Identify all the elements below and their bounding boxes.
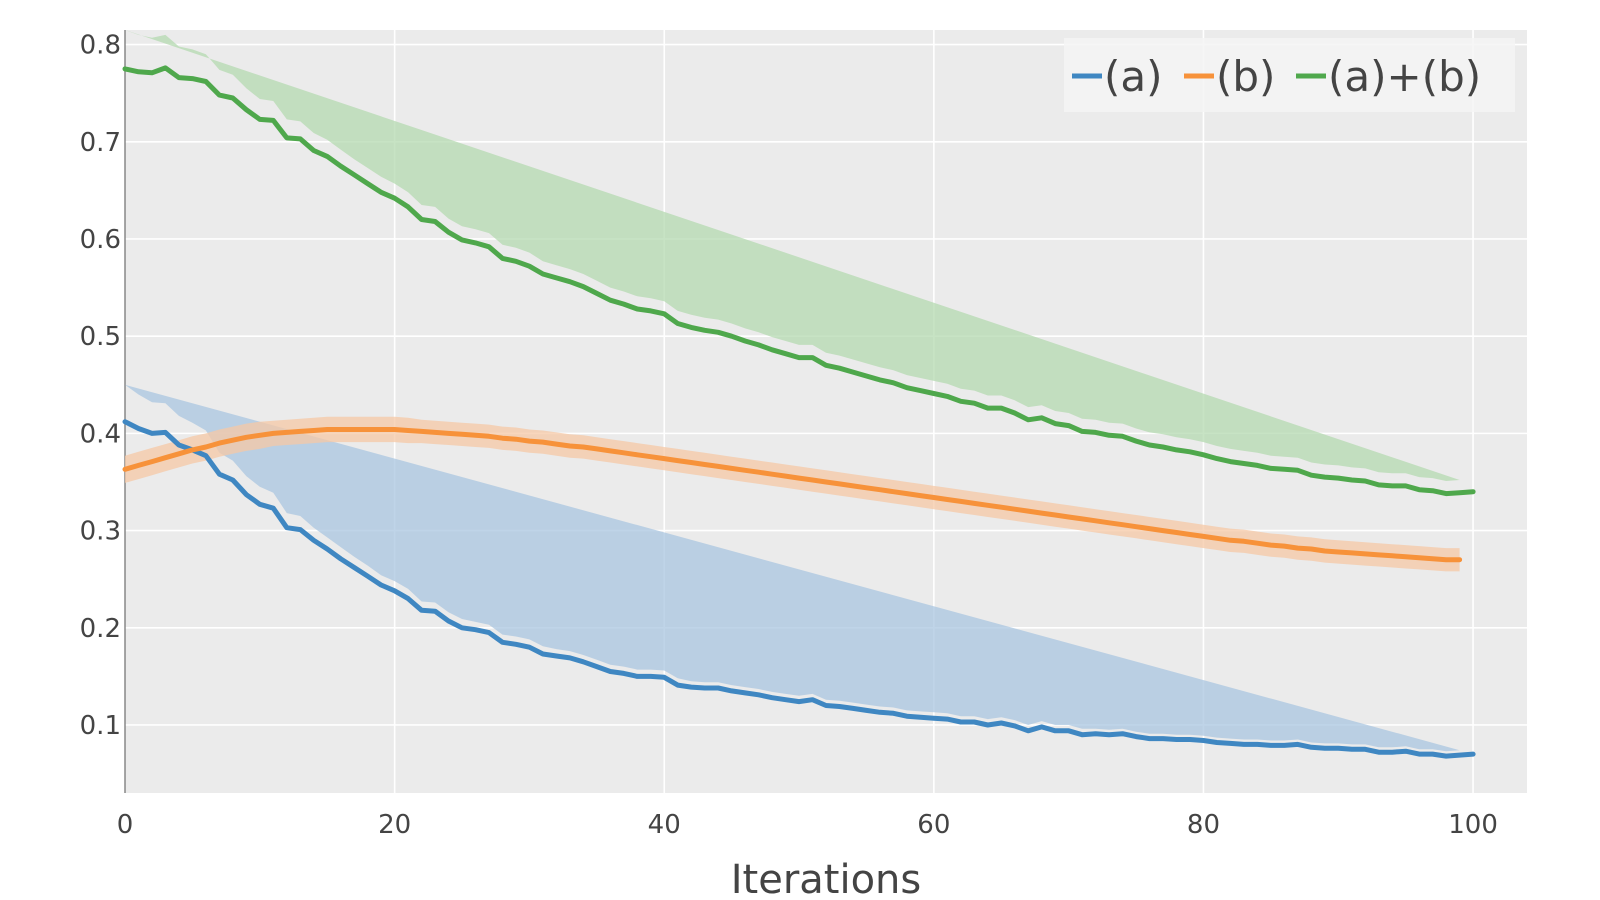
band-series-2 (125, 416, 1460, 572)
band-series-3 (125, 30, 1460, 481)
x-tick-label: 20 (378, 810, 411, 840)
x-axis-title: Iterations (731, 857, 922, 900)
x-tick-label: 60 (917, 810, 950, 840)
legend-item-1[interactable]: (a) (1072, 52, 1163, 101)
line-series-2 (122, 427, 1463, 563)
x-tick-label: 80 (1187, 810, 1220, 840)
x-tick-label: 100 (1448, 810, 1498, 840)
confidence-bands (125, 30, 1460, 752)
y-tick-label: 0.4 (80, 419, 121, 449)
legend-label: (a) (1104, 52, 1163, 101)
legend[interactable]: (a) (b) (a)+(b) (1064, 38, 1515, 112)
y-tick-label: 0.1 (80, 711, 121, 741)
y-tick-label: 0.3 (80, 517, 121, 547)
y-tick-label: 0.7 (80, 128, 121, 158)
legend-label: (b) (1216, 52, 1275, 101)
y-tick-labels: 0.1 0.2 0.3 0.4 0.5 0.6 0.7 0.8 (80, 31, 121, 741)
x-tick-labels: 0 20 40 60 80 100 (117, 810, 1498, 840)
x-tick-label: 40 (648, 810, 681, 840)
legend-background (1064, 38, 1515, 112)
line-series-3 (122, 65, 1476, 497)
legend-item-2[interactable]: (b) (1184, 52, 1275, 101)
legend-item-3[interactable]: (a)+(b) (1296, 52, 1481, 101)
y-tick-label: 0.8 (80, 31, 121, 61)
line-series-1 (122, 419, 1476, 759)
legend-label: (a)+(b) (1328, 52, 1481, 101)
band-series-1 (125, 384, 1460, 752)
y-tick-label: 0.2 (80, 614, 121, 644)
y-tick-label: 0.6 (80, 225, 121, 255)
series-lines (122, 65, 1476, 759)
y-tick-label: 0.5 (80, 322, 121, 352)
x-tick-label: 0 (117, 810, 134, 840)
